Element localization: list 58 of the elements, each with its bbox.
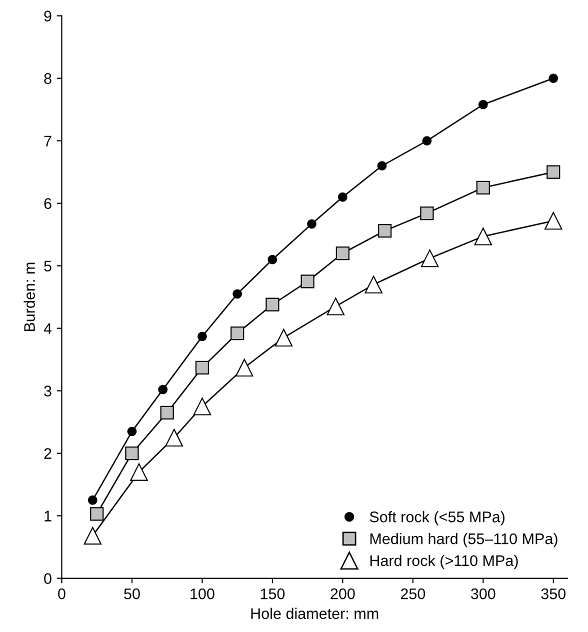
point <box>266 298 280 312</box>
point <box>326 298 345 316</box>
point <box>193 398 212 416</box>
y-tick-label: 7 <box>44 136 52 146</box>
x-tick-label: 0 <box>58 588 66 600</box>
point <box>195 360 210 374</box>
point <box>127 426 137 436</box>
point <box>165 428 183 447</box>
point <box>160 406 174 420</box>
point <box>476 180 490 194</box>
y-tick-label: 1 <box>44 510 52 522</box>
point <box>544 212 562 230</box>
y-tick-label: 9 <box>44 10 52 22</box>
point <box>158 384 168 394</box>
point <box>364 276 382 294</box>
legend-label: Soft rock (<55 MPa) <box>370 511 505 526</box>
point <box>197 332 207 342</box>
point <box>235 358 254 377</box>
point <box>377 161 387 171</box>
legend-label: Medium hard (55–110 MPa) <box>370 532 558 548</box>
x-axis-title: Hole diameter: mm <box>251 608 378 620</box>
point <box>130 463 148 481</box>
point <box>420 249 439 268</box>
point <box>88 495 98 505</box>
legend-label: Hard rock (>110 MPa) <box>370 554 518 570</box>
point <box>268 254 278 264</box>
point <box>474 228 492 246</box>
x-tick-label: 300 <box>470 588 496 600</box>
point <box>378 224 392 238</box>
x-tick-label: 200 <box>330 588 355 600</box>
point <box>336 246 350 260</box>
y-tick-label: 5 <box>44 260 52 272</box>
point <box>84 526 102 545</box>
x-tick-label: 50 <box>124 588 140 600</box>
y-tick-label: 3 <box>44 386 52 396</box>
y-tick-label: 0 <box>44 573 52 584</box>
x-tick-label: 250 <box>400 588 426 600</box>
y-tick-label: 8 <box>44 73 52 84</box>
x-tick-label: 100 <box>190 588 214 600</box>
point <box>300 274 314 288</box>
point <box>548 74 558 84</box>
point <box>546 165 560 179</box>
point <box>274 328 293 347</box>
point <box>422 136 432 146</box>
x-tick-label: 150 <box>260 588 285 600</box>
x-tick-label: 350 <box>541 588 566 600</box>
y-axis-title: Burden: m <box>24 262 35 332</box>
point <box>338 192 348 202</box>
point <box>478 100 488 110</box>
y-tick-label: 4 <box>44 323 52 334</box>
point <box>230 326 244 340</box>
y-tick-label: 6 <box>44 198 52 209</box>
point <box>232 289 242 299</box>
point <box>307 219 316 229</box>
point <box>90 507 104 521</box>
point <box>420 206 434 220</box>
y-tick-label: 2 <box>44 448 52 459</box>
point <box>125 446 139 460</box>
